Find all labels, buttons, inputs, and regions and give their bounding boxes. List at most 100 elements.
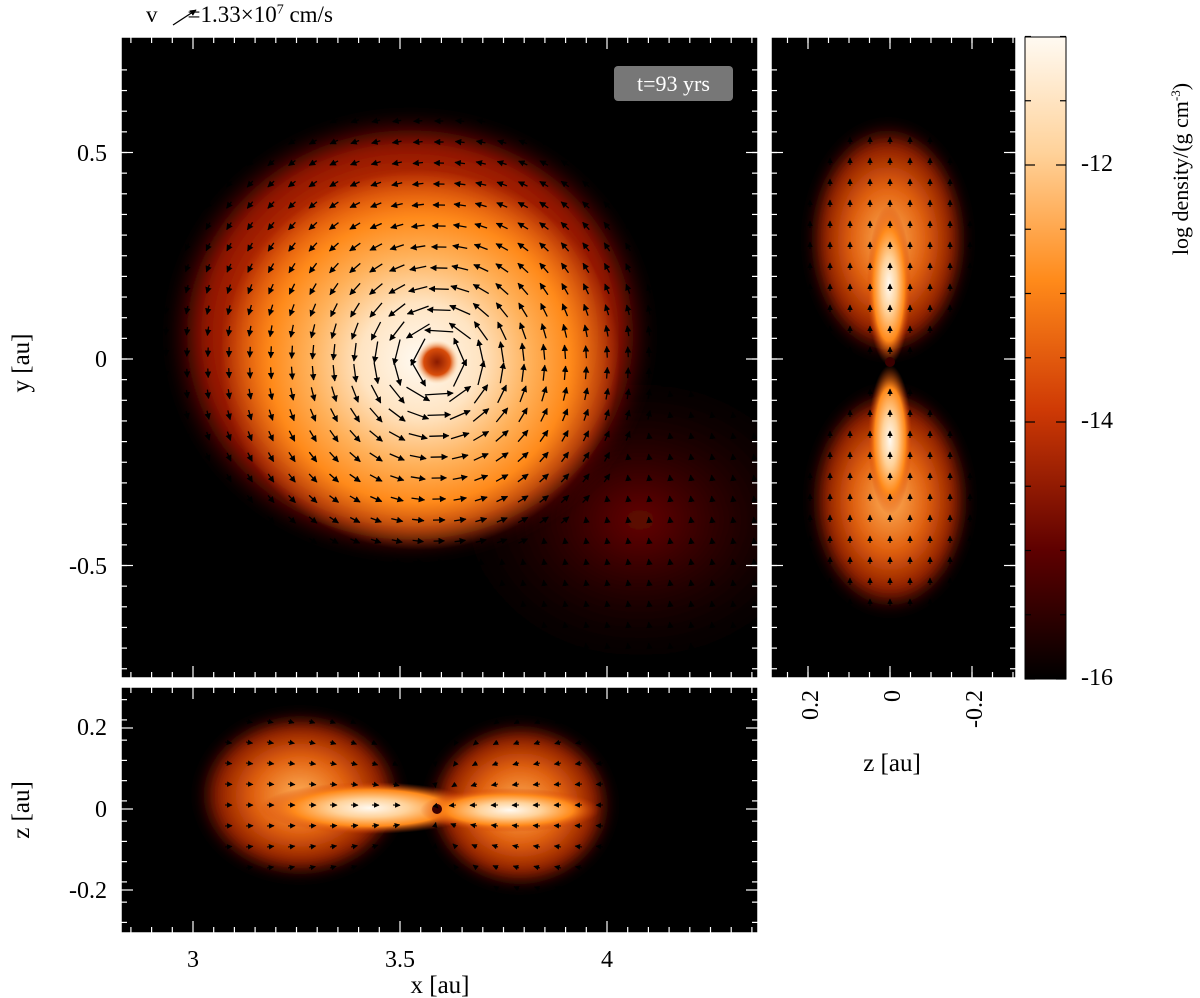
velocity-arrow <box>582 324 590 338</box>
velocity-arrow <box>730 390 737 398</box>
velocity-arrow <box>582 366 590 380</box>
velocity-arrow <box>520 579 527 587</box>
velocity-arrow <box>603 262 611 273</box>
velocity-arrow <box>667 453 674 461</box>
velocity-arrow <box>329 262 339 274</box>
velocity-arrow <box>473 718 480 725</box>
velocity-arrow <box>554 718 562 724</box>
velocity-arrow <box>308 739 316 746</box>
velocity-arrow <box>475 160 486 167</box>
velocity-arrow <box>583 558 590 566</box>
velocity-arrow <box>329 739 337 746</box>
velocity-arrow <box>624 325 632 337</box>
velocity-arrow <box>493 885 500 892</box>
velocity-arrow <box>410 244 426 251</box>
velocity-arrow <box>371 760 379 766</box>
velocity-arrow <box>329 516 339 524</box>
velocity-arrow <box>495 430 509 442</box>
velocity-arrow <box>541 537 548 545</box>
velocity-arrow <box>205 201 212 209</box>
velocity-arrow <box>371 843 379 850</box>
velocity-arrow <box>541 663 548 671</box>
velocity-arrow <box>475 537 487 545</box>
velocity-arrow <box>646 621 653 629</box>
velocity-arrow <box>267 138 275 145</box>
velocity-arrow <box>471 760 479 767</box>
velocity-arrow <box>646 600 653 608</box>
velocity-arrow <box>287 718 295 725</box>
velocity-arrow <box>371 739 378 745</box>
velocity-arrow <box>476 339 485 365</box>
velocity-arrow <box>369 302 383 318</box>
velocity-arrow <box>709 390 716 398</box>
velocity-arrow <box>667 495 674 503</box>
velocity-arrow <box>226 284 233 295</box>
colorbar-tick-label: -12 <box>1081 151 1113 177</box>
velocity-arrow <box>412 138 423 146</box>
velocity-arrow <box>646 432 653 440</box>
velocity-arrow <box>225 326 233 337</box>
velocity-arrow <box>562 621 569 629</box>
velocity-arrow <box>246 409 253 421</box>
velocity-arrow <box>604 516 611 524</box>
velocity-arrow <box>688 621 695 629</box>
velocity-arrow <box>625 558 632 566</box>
velocity-arrow <box>392 339 401 366</box>
velocity-arrow <box>496 538 508 545</box>
velocity-arrow <box>309 324 316 339</box>
velocity-arrow <box>560 201 570 209</box>
velocity-arrow <box>308 537 318 545</box>
velocity-arrow <box>604 304 611 316</box>
velocity-arrow <box>539 222 549 230</box>
velocity-arrow <box>329 451 339 463</box>
velocity-arrow <box>370 180 382 187</box>
velocity-arrow <box>625 283 632 294</box>
velocity-arrow <box>688 537 695 545</box>
velocity-arrow <box>560 473 570 483</box>
velocity-arrow <box>625 474 632 482</box>
velocity-arrow <box>582 473 590 483</box>
velocity-arrow <box>391 138 402 145</box>
velocity-arrow <box>561 344 569 359</box>
velocity-arrow <box>751 495 758 503</box>
velocity-arrow <box>424 327 454 334</box>
velocity-arrow <box>730 516 737 524</box>
velocity-arrow <box>373 362 381 385</box>
velocity-arrow <box>412 558 424 566</box>
velocity-arrow <box>370 495 383 503</box>
velocity-arrow <box>560 451 570 463</box>
velocity-arrow <box>350 117 360 124</box>
velocity-arrow <box>730 558 737 566</box>
velocity-arrow <box>520 600 527 608</box>
velocity-arrow <box>645 388 653 399</box>
xz-disk-right <box>420 788 600 832</box>
velocity-arrow <box>287 885 295 892</box>
velocity-arrow <box>204 474 211 483</box>
velocity-arrow <box>751 474 758 482</box>
velocity-arrow <box>751 432 758 440</box>
velocity-legend-value: =1.33×10 <box>187 2 277 27</box>
colorbar-tick-label: -14 <box>1081 408 1113 434</box>
velocity-arrow <box>730 663 737 671</box>
velocity-arrow <box>517 451 529 463</box>
velocity-arrow <box>539 139 549 146</box>
velocity-arrow <box>561 283 569 295</box>
velocity-arrow <box>454 537 467 545</box>
velocity-arrow <box>517 262 529 274</box>
velocity-arrow <box>388 408 406 422</box>
velocity-arrow <box>288 516 296 524</box>
velocity-arrow <box>308 221 318 231</box>
velocity-arrow <box>413 117 423 125</box>
velocity-arrow <box>554 885 562 892</box>
colorbar-label-text: log density/(g cm <box>1168 101 1194 256</box>
velocity-legend-prefix: v <box>146 2 158 27</box>
velocity-arrow <box>625 642 632 650</box>
velocity-arrow <box>266 885 274 892</box>
velocity-arrow <box>392 844 399 850</box>
velocity-arrow <box>246 473 253 483</box>
velocity-arrow <box>388 303 406 317</box>
velocity-arrow <box>709 369 716 377</box>
right-z-tick-label: -0.2 <box>962 690 988 728</box>
velocity-arrow <box>730 411 737 419</box>
velocity-arrow <box>392 822 401 829</box>
